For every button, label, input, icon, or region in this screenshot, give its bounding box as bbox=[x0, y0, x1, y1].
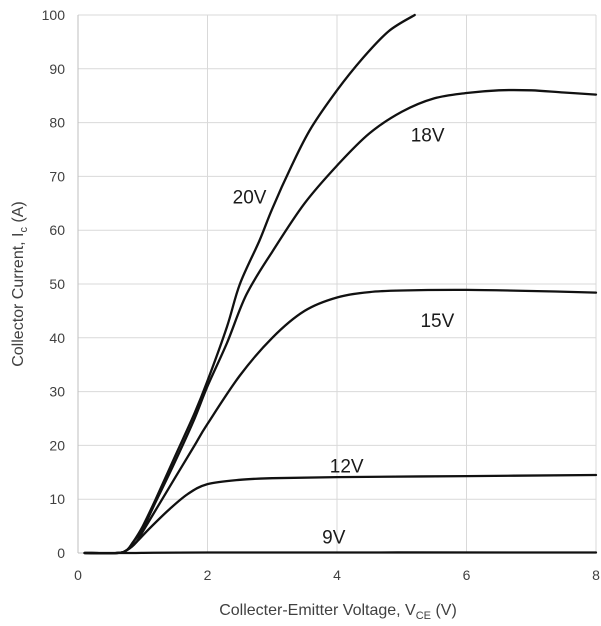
series-line-15V bbox=[83, 288, 598, 555]
y-tick-label-0: 0 bbox=[57, 545, 65, 561]
y-tick-label-60: 60 bbox=[49, 222, 65, 238]
y-tick-label-100: 100 bbox=[42, 7, 66, 23]
x-tick-label-4: 4 bbox=[333, 567, 341, 583]
series-line-12V bbox=[83, 473, 598, 555]
grid-lines bbox=[77, 14, 597, 554]
x-axis-title-suffix: (V) bbox=[431, 602, 457, 619]
series-line-9V bbox=[83, 551, 598, 555]
x-tick-label-6: 6 bbox=[463, 567, 471, 583]
y-tick-label-90: 90 bbox=[49, 61, 65, 77]
y-tick-label-10: 10 bbox=[49, 491, 65, 507]
y-axis-title: Collector Current, Ic (A) bbox=[10, 201, 30, 367]
y-axis-title-suffix: (A) bbox=[10, 201, 27, 227]
series-curves bbox=[83, 13, 598, 555]
y-tick-label-80: 80 bbox=[49, 115, 65, 131]
series-label-12V: 12V bbox=[330, 456, 364, 477]
y-tick-label-40: 40 bbox=[49, 330, 65, 346]
x-tick-label-0: 0 bbox=[74, 567, 82, 583]
y-tick-label-30: 30 bbox=[49, 384, 65, 400]
y-tick-label-20: 20 bbox=[49, 437, 65, 453]
y-tick-label-50: 50 bbox=[49, 276, 65, 292]
x-tick-label-8: 8 bbox=[592, 567, 600, 583]
y-axis-title-main: Collector Current, I bbox=[10, 233, 27, 367]
y-tick-labels: 0 10 20 30 40 50 60 70 80 90 100 bbox=[42, 7, 66, 561]
series-line-18V bbox=[83, 88, 598, 555]
x-axis-title-main: Collecter-Emitter Voltage, V bbox=[219, 602, 416, 619]
series-label-18V: 18V bbox=[411, 125, 445, 146]
series-label-20V: 20V bbox=[233, 187, 267, 208]
x-axis-title: Collecter-Emitter Voltage, VCE (V) bbox=[219, 602, 457, 622]
y-tick-label-70: 70 bbox=[49, 168, 65, 184]
x-tick-labels: 0 2 4 6 8 bbox=[74, 567, 600, 583]
x-tick-label-2: 2 bbox=[204, 567, 212, 583]
series-label-9V: 9V bbox=[322, 527, 346, 548]
series-label-15V: 15V bbox=[420, 311, 454, 332]
series-labels: 20V 18V 15V 12V 9V bbox=[233, 125, 455, 548]
x-axis-title-sub: CE bbox=[416, 610, 431, 622]
y-axis-title-sub: c bbox=[18, 227, 30, 233]
